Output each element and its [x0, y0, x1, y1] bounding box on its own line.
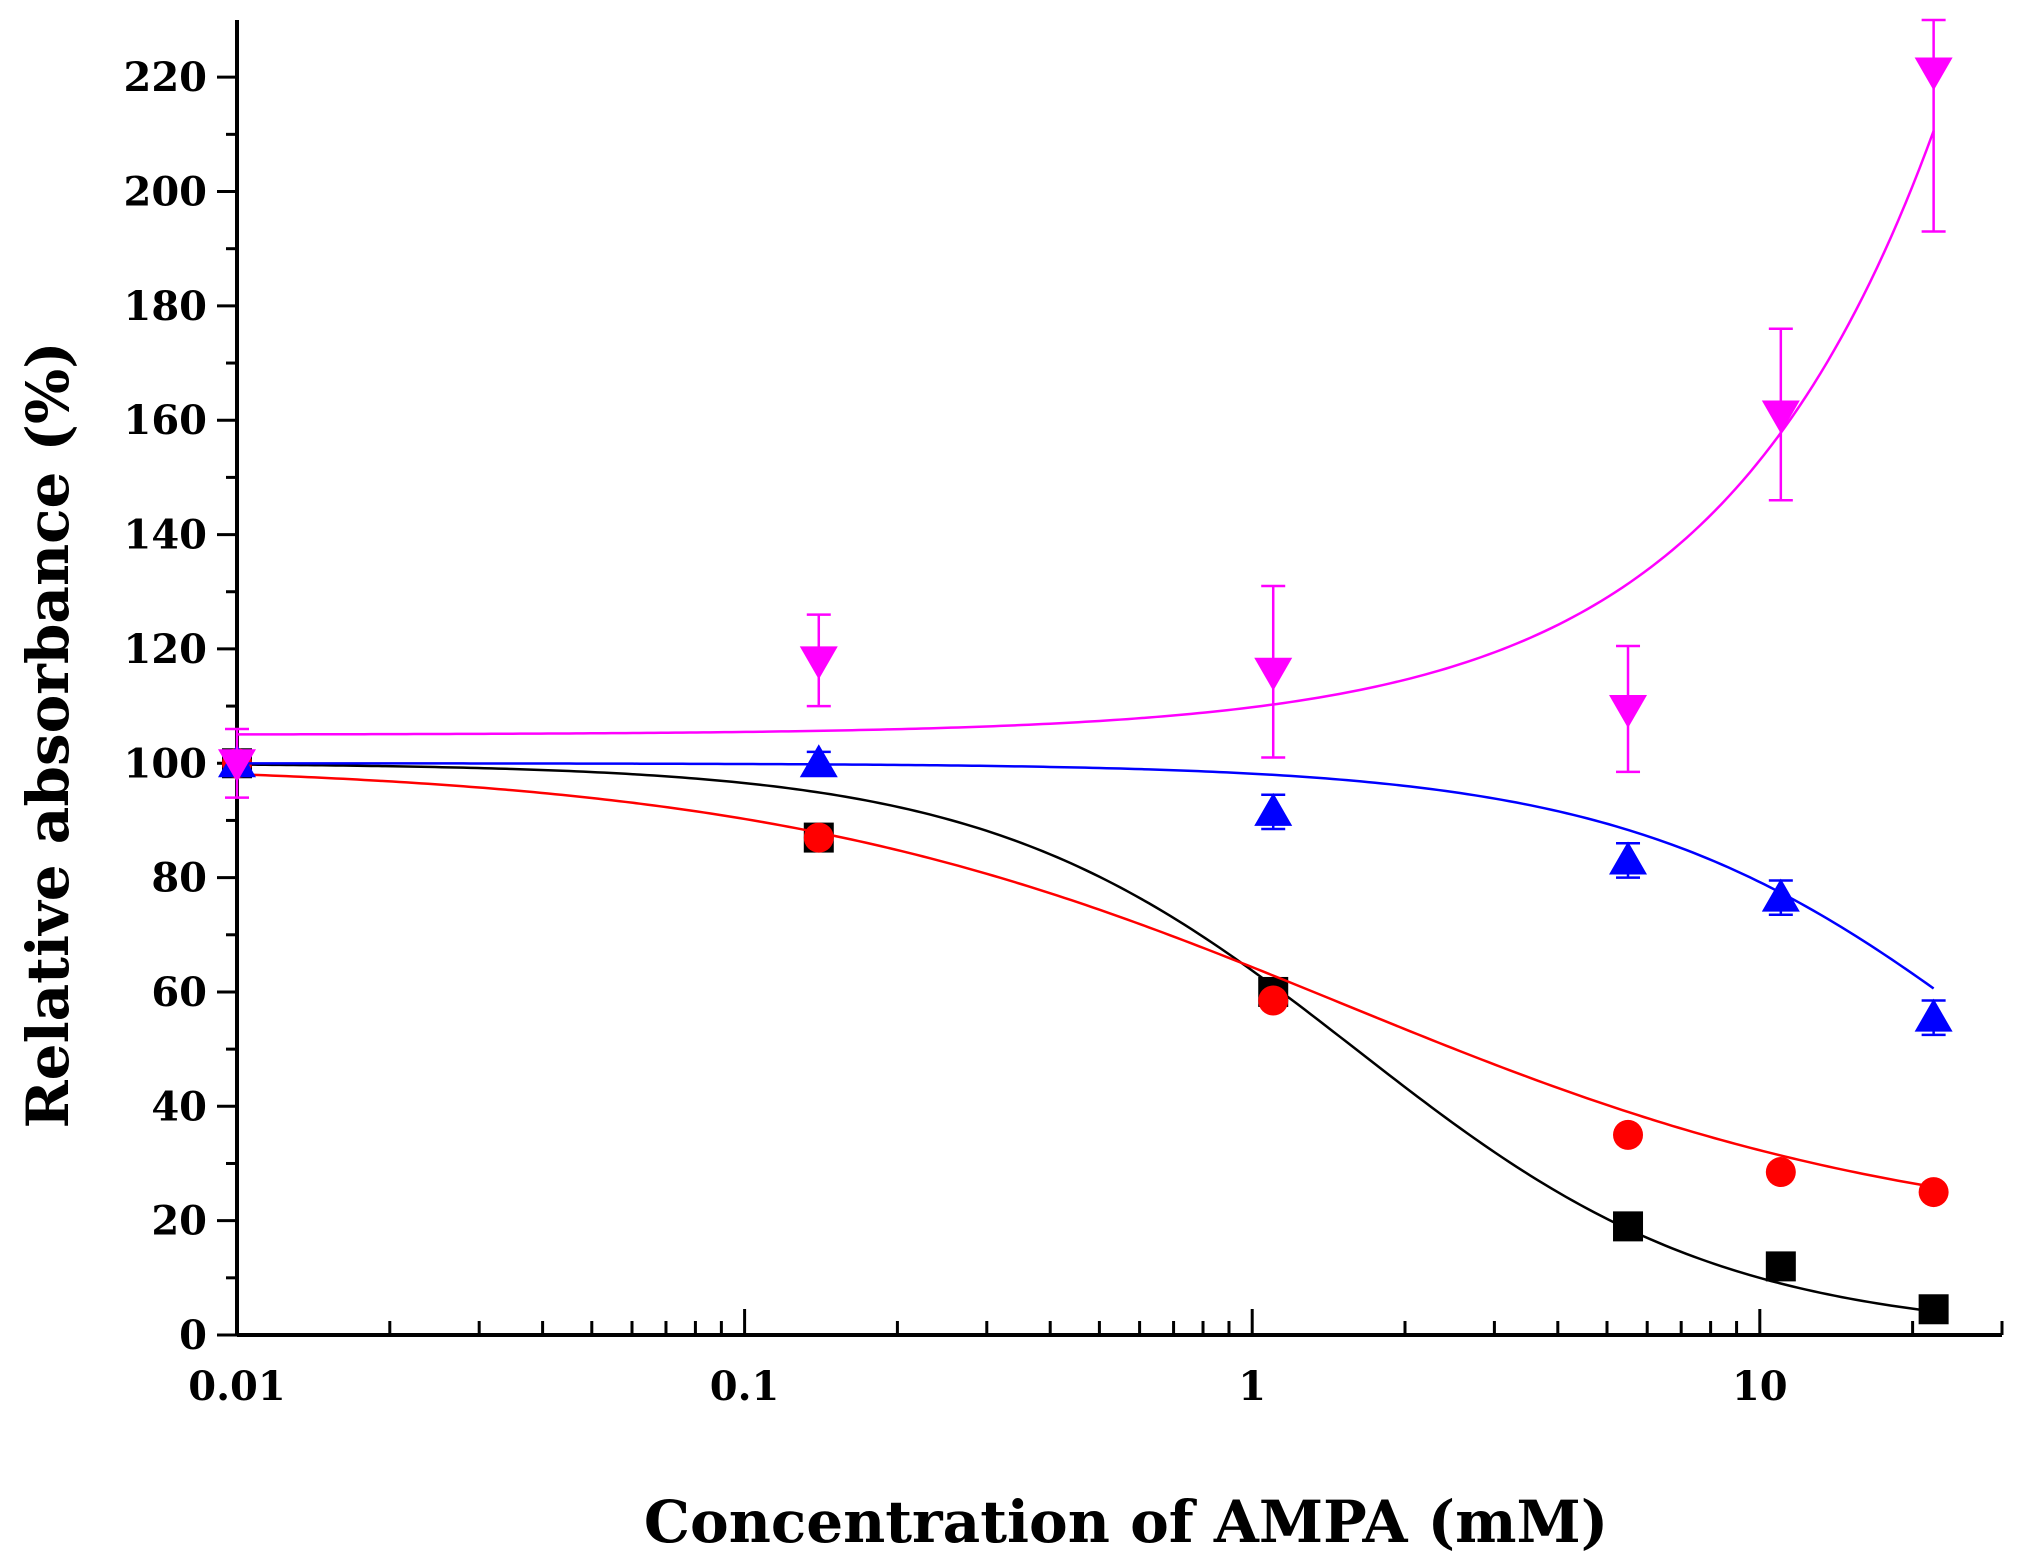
data-point [1918, 1294, 1949, 1325]
data-point [1914, 57, 1953, 91]
data-point [799, 744, 838, 778]
series-black-squares [222, 748, 1949, 1325]
series-blue-up-triangles [218, 744, 1953, 1037]
fit-curve [236, 772, 1934, 1189]
data-point [1609, 694, 1648, 728]
data-point [1761, 400, 1800, 434]
series-red-circles [222, 748, 1949, 1208]
data-point [1914, 998, 1953, 1032]
series-layer [218, 18, 1953, 1325]
data-point [1613, 1211, 1644, 1242]
fit-curve [236, 763, 1934, 1313]
y-tick-label: 80 [151, 855, 207, 902]
data-point [803, 822, 834, 853]
data-point [1918, 1177, 1949, 1208]
y-tick-label: 220 [124, 54, 208, 101]
y-tick-label: 200 [124, 169, 208, 216]
x-axis-title: Concentration of AMPA (mM) [644, 1488, 1608, 1556]
data-point [1765, 1251, 1796, 1282]
data-point [1254, 657, 1293, 691]
y-tick-label: 180 [124, 283, 208, 330]
y-tick-label: 0 [179, 1312, 207, 1359]
x-tick-label: 1 [1238, 1363, 1266, 1410]
data-point [1609, 841, 1648, 875]
data-point [218, 749, 256, 783]
fit-curve [236, 130, 1935, 736]
y-axis-title: Relative absorbance (%) [14, 341, 82, 1128]
y-tick-label: 160 [124, 397, 208, 444]
x-tick-label: 0.01 [188, 1363, 285, 1410]
data-point [1258, 985, 1289, 1016]
data-point [1761, 878, 1800, 912]
fit-curve [236, 762, 1935, 990]
series-magenta-down-triangles [218, 18, 1953, 799]
data-point [1765, 1157, 1796, 1188]
x-tick-label: 0.1 [710, 1363, 780, 1410]
x-tick-label: 10 [1732, 1363, 1788, 1410]
y-tick-label: 40 [151, 1083, 207, 1130]
y-tick-label: 100 [124, 740, 208, 787]
y-tick-label: 20 [151, 1198, 207, 1245]
data-point [799, 646, 838, 680]
y-tick-label: 140 [124, 512, 208, 559]
data-point [1254, 792, 1293, 826]
y-tick-label: 120 [124, 626, 208, 673]
data-point [1613, 1119, 1644, 1150]
y-tick-label: 60 [151, 969, 207, 1016]
